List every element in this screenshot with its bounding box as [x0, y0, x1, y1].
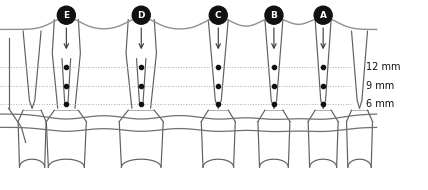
Circle shape	[265, 6, 283, 24]
Text: E: E	[63, 11, 69, 20]
Text: D: D	[137, 11, 145, 20]
Circle shape	[132, 6, 150, 24]
Text: 12 mm: 12 mm	[366, 63, 401, 72]
Text: 9 mm: 9 mm	[366, 82, 394, 91]
Text: C: C	[215, 11, 222, 20]
Circle shape	[314, 6, 332, 24]
Text: 6 mm: 6 mm	[366, 99, 394, 108]
Text: A: A	[320, 11, 327, 20]
Circle shape	[209, 6, 227, 24]
Circle shape	[57, 6, 75, 24]
Text: B: B	[270, 11, 277, 20]
